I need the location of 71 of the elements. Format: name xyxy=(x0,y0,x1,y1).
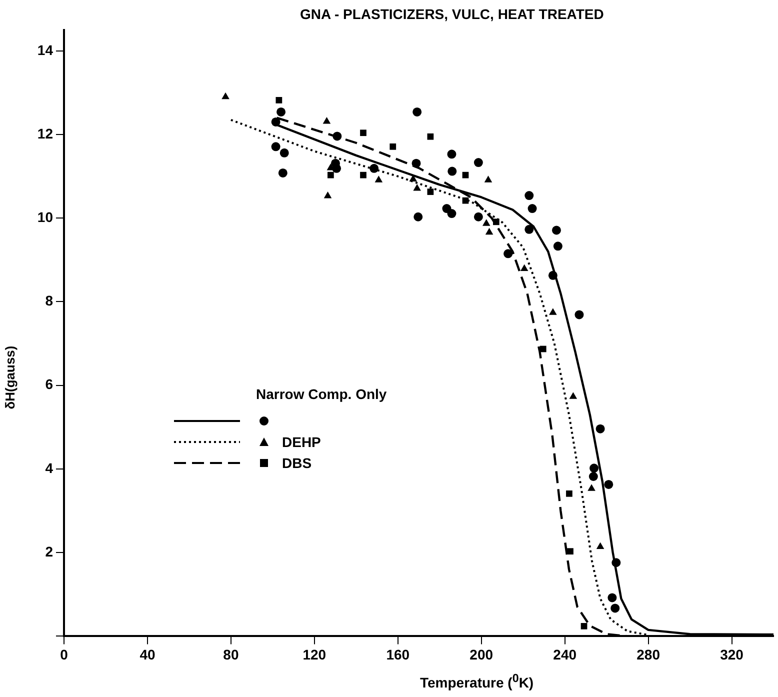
point xyxy=(524,224,534,234)
point xyxy=(580,622,588,630)
x-tick-label: 200 xyxy=(470,646,494,662)
point xyxy=(474,212,483,222)
point xyxy=(528,204,537,214)
point xyxy=(524,191,534,200)
point xyxy=(328,172,334,178)
x-tick-label: 120 xyxy=(302,646,326,662)
point xyxy=(322,117,331,124)
point xyxy=(278,168,288,178)
y-tick-label: 14 xyxy=(37,42,54,58)
point xyxy=(549,308,557,315)
point xyxy=(610,604,620,613)
x-tick-label: 40 xyxy=(140,646,156,662)
point xyxy=(360,130,366,136)
point xyxy=(553,242,562,251)
y-tick-label: 6 xyxy=(45,376,54,392)
point xyxy=(390,143,396,150)
point xyxy=(414,212,423,222)
point xyxy=(574,310,584,320)
point xyxy=(596,542,604,549)
y-tick-label: 10 xyxy=(37,208,54,225)
point xyxy=(412,107,422,116)
point xyxy=(324,191,332,198)
point xyxy=(447,150,456,159)
x-tick-label: 160 xyxy=(386,646,410,662)
point xyxy=(567,548,574,555)
y-tick-label: 2 xyxy=(45,543,54,560)
point xyxy=(590,464,599,473)
point xyxy=(540,346,546,352)
point xyxy=(447,209,456,218)
point xyxy=(448,166,457,176)
point xyxy=(566,490,572,497)
point xyxy=(520,264,528,271)
legend-title: Narrow Comp. Only xyxy=(256,386,387,402)
point xyxy=(474,158,483,168)
point xyxy=(484,176,492,182)
x-tick-label: 0 xyxy=(60,646,68,662)
point xyxy=(482,219,490,226)
x-axis-title: Temperature ($^{0}$K) xyxy=(420,672,534,691)
x-tick-label: 320 xyxy=(720,646,744,662)
chart-title: GNA - PLASTICIZERS, VULC, HEAT TREATED xyxy=(300,6,604,22)
point xyxy=(588,472,598,481)
y-axis-title: δH(gauss) xyxy=(2,346,18,410)
y-tick-label: 4 xyxy=(45,460,54,476)
point xyxy=(604,480,614,489)
point xyxy=(485,228,494,235)
y-tick-label: 8 xyxy=(45,292,54,309)
point xyxy=(596,424,605,434)
point xyxy=(276,97,282,104)
point xyxy=(360,172,366,178)
point xyxy=(569,392,578,399)
legend-label: DBS xyxy=(282,454,312,470)
point xyxy=(588,484,596,491)
point xyxy=(374,176,383,182)
legend-label: DEHP xyxy=(282,434,321,450)
point xyxy=(271,142,280,152)
point xyxy=(427,188,434,195)
point xyxy=(427,133,434,140)
x-tick-label: 80 xyxy=(223,646,239,662)
y-tick-label: 12 xyxy=(37,125,54,142)
point xyxy=(413,184,421,191)
point xyxy=(222,92,230,100)
point xyxy=(552,226,561,235)
point xyxy=(608,593,617,602)
point xyxy=(504,249,513,258)
x-tick-label: 240 xyxy=(553,646,577,662)
point xyxy=(276,107,286,116)
point xyxy=(462,172,469,178)
x-tick-label: 280 xyxy=(636,646,660,662)
point xyxy=(280,148,289,158)
